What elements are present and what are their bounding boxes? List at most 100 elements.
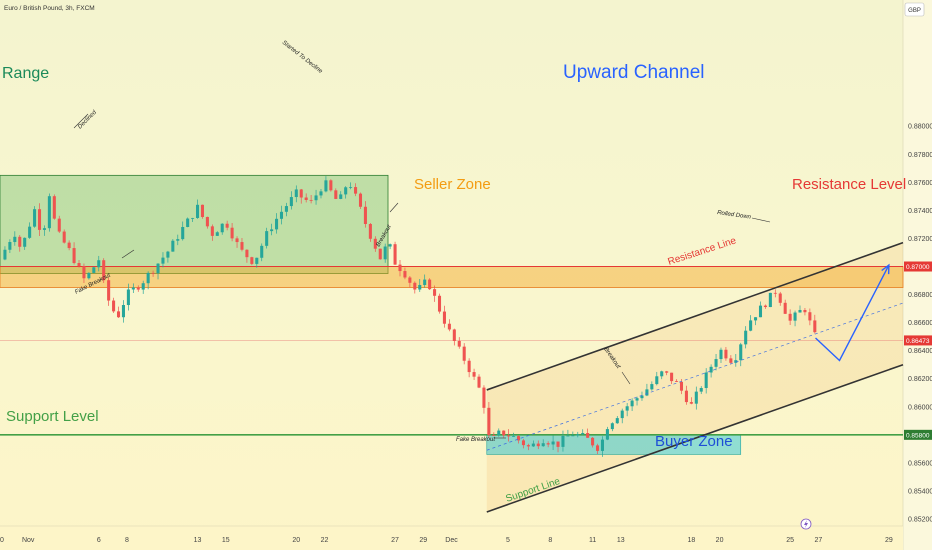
candle-body [556, 441, 560, 447]
y-tick-label: 0.85400 [908, 488, 932, 495]
rolled-down-annotation: Rolled Down [717, 210, 771, 223]
candle-body [398, 264, 402, 272]
candle [694, 386, 698, 410]
candle [433, 285, 437, 302]
candle [778, 291, 782, 306]
candle [729, 355, 733, 365]
y-tick-label: 0.87800 [908, 152, 932, 159]
candle [250, 256, 254, 266]
candle-body [67, 242, 71, 249]
candle-body [299, 189, 303, 198]
buyer-zone-label: Buyer Zone [655, 433, 733, 450]
y-tick-label: 0.85600 [908, 460, 932, 467]
lightning-icon[interactable] [800, 518, 812, 530]
upward-channel-label: Upward Channel [563, 62, 705, 83]
candle-body [788, 313, 792, 321]
candle [546, 441, 550, 448]
candle [645, 383, 649, 397]
candle-body [418, 284, 422, 290]
candle-body [625, 406, 629, 411]
candle-body [581, 433, 585, 435]
candle [102, 258, 106, 283]
candle [314, 189, 318, 205]
candle [536, 440, 540, 450]
candle-body [294, 189, 298, 198]
candle-body [813, 320, 817, 333]
candle [675, 379, 679, 382]
candle-body [141, 283, 145, 290]
candle-body [131, 287, 135, 290]
y-tick-label: 0.85200 [908, 516, 932, 523]
candle-body [314, 195, 318, 201]
candle-body [645, 389, 649, 396]
candle-body [714, 359, 718, 367]
x-tick-label: 27 [814, 537, 822, 544]
candle-body [324, 180, 328, 192]
candle [240, 238, 244, 252]
candle-body [181, 227, 185, 240]
candle [482, 385, 486, 414]
time-axis[interactable] [0, 526, 903, 550]
candle-body [719, 349, 723, 360]
candle-body [230, 227, 234, 239]
candle-body [235, 238, 239, 243]
candle [146, 271, 150, 290]
price-axis[interactable] [903, 0, 932, 550]
candle-body [260, 245, 264, 258]
candle-body [507, 435, 511, 437]
x-tick-label: 29 [419, 537, 427, 544]
candle-body [655, 376, 659, 385]
candle-body [8, 242, 12, 250]
candle [615, 416, 619, 424]
y-tick-label: 0.86000 [908, 404, 932, 411]
candle [442, 305, 446, 328]
candle [151, 270, 155, 277]
candle-body [270, 229, 274, 232]
candle [57, 215, 61, 234]
candle-body [255, 257, 259, 264]
currency-button[interactable]: GBP [904, 2, 925, 17]
candle-body [161, 257, 165, 264]
candle [719, 347, 723, 364]
candle-body [373, 238, 377, 249]
candle [230, 222, 234, 242]
candle [225, 220, 229, 231]
resistance-line-label: Resistance Line [667, 235, 738, 268]
candle-body [358, 193, 363, 207]
candle-body [196, 204, 200, 218]
candle-body [102, 260, 106, 281]
x-tick-label: 13 [617, 537, 625, 544]
candle-body [151, 272, 155, 274]
candle-body [383, 246, 387, 260]
resistance-trendline [486, 241, 904, 391]
x-tick-label: 13 [194, 537, 202, 544]
price-label: 0.87000 [904, 261, 932, 272]
candle [655, 371, 659, 386]
declined-label: Declined [77, 109, 98, 130]
candle [344, 186, 348, 199]
candle-body [304, 197, 308, 200]
candle-body [279, 211, 284, 219]
candle-body [37, 209, 42, 230]
candle-body [3, 249, 7, 260]
candle [428, 278, 432, 291]
candle [561, 430, 565, 452]
candle-body [749, 320, 753, 331]
candle [571, 431, 575, 437]
candle [640, 391, 644, 401]
candle [665, 370, 669, 376]
drawings-layer [486, 241, 904, 513]
candle [210, 224, 214, 241]
candle-body [620, 410, 624, 419]
candle [82, 263, 86, 284]
started-to-decline-label: Started To Decline [281, 40, 324, 75]
candle [339, 191, 343, 200]
candle [47, 193, 51, 232]
candle-body [571, 435, 575, 437]
candle [289, 191, 293, 210]
candle [507, 429, 511, 442]
candle-body [709, 366, 713, 373]
candle-body [457, 340, 461, 347]
y-tick-label: 0.87400 [908, 208, 932, 215]
candle [452, 328, 456, 346]
